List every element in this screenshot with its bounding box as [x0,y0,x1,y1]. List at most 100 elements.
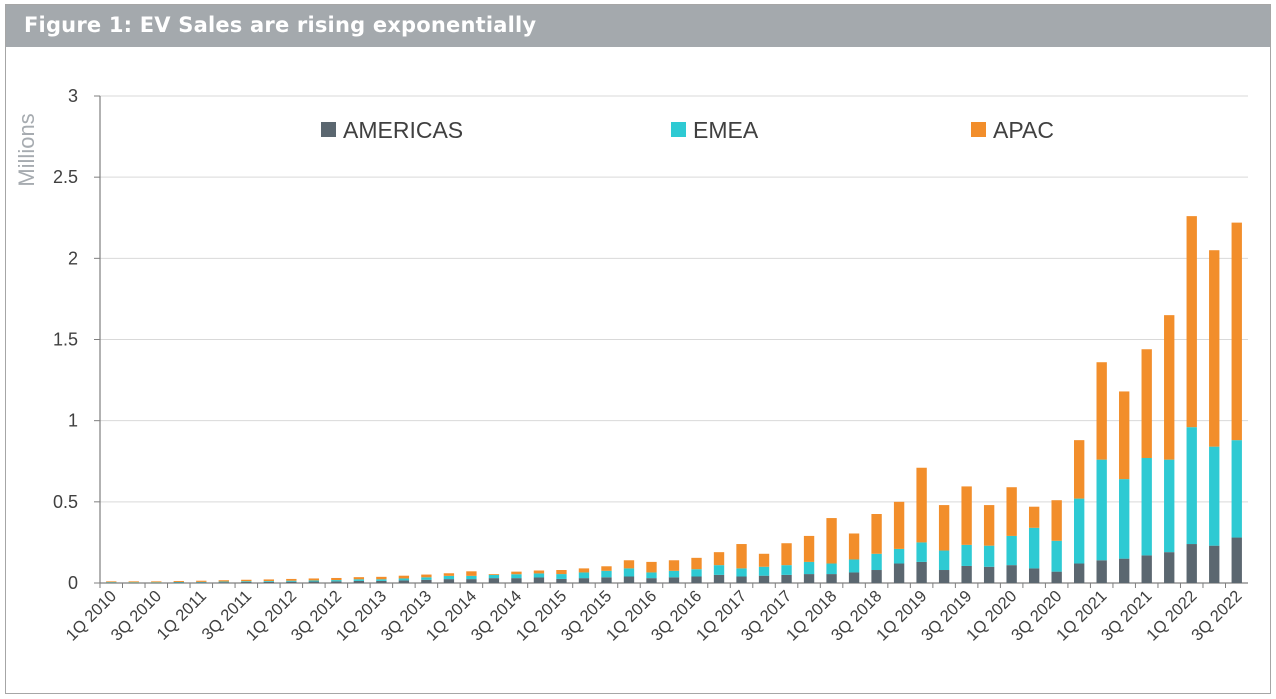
bar-segment-americas [803,574,815,583]
bar-segment-americas [128,582,139,584]
legend-label-americas: AMERICAS [343,117,463,143]
bar-segment-apac [1006,487,1017,536]
bar-segment-americas [1164,552,1175,583]
bar-segment-emea [781,565,792,575]
bar-segment-americas [106,582,117,584]
bar-segment-apac [151,581,162,583]
bar-segment-emea [983,545,995,567]
bar-segment-emea [196,581,207,583]
bar-segment-americas [1096,560,1107,583]
bar-segment-apac [848,533,860,560]
bar-segment-apac [173,581,184,583]
bar-segment-emea [826,563,837,575]
bar-segment-emea [376,579,387,581]
bar-segment-apac [218,580,229,582]
bar-segment-apac [556,570,567,575]
bar-segment-emea [1119,479,1130,559]
bar-segment-apac [533,570,545,574]
bar-segment-emea [488,574,500,579]
bar-segment-apac [106,581,117,583]
bar-segment-apac [871,514,882,554]
bar-segment-americas [196,582,207,583]
bar-segment-emea [916,542,927,562]
bar-segment-apac [1119,391,1130,480]
bar-segment-americas [151,582,162,584]
bar-segment-apac [1073,440,1085,499]
bar-segment-americas [1028,568,1040,583]
bar-segment-emea [286,580,297,582]
legend-label-apac: APAC [993,117,1054,143]
bar-segment-americas [1073,563,1085,583]
bar-segment-apac [736,544,747,569]
bar-segment-apac [713,552,725,566]
y-tick-label: 0.5 [53,492,78,512]
bar-segment-emea [646,572,657,579]
bar-segment-emea [961,544,972,566]
bar-segment-apac [1096,362,1107,460]
bar-segment-americas [1006,565,1017,583]
legend-swatch-apac [971,122,986,137]
bar-segment-americas [713,574,725,583]
bar-segment-emea [106,582,117,583]
bar-segment-americas [646,578,657,583]
bar-segment-emea [128,582,139,583]
bar-segment-americas [421,579,432,583]
bar-segment-emea [1073,498,1085,564]
bar-segment-americas [893,563,905,583]
bar-segment-apac [668,560,680,571]
bar-segment-americas [758,575,770,583]
bar-segment-apac [916,467,927,543]
bar-segment-americas [1186,544,1197,583]
bar-segment-apac [443,573,455,576]
bar-segment-apac [578,568,590,573]
bar-segment-apac [128,581,139,583]
bar-segment-americas [488,578,500,583]
bar-segment-apac [353,577,365,580]
bar-segment-americas [331,581,342,583]
bar-segment-apac [781,543,792,566]
bar-segment-apac [286,578,297,581]
bar-segment-apac [893,501,905,549]
bar-segment-americas [241,582,252,583]
bar-segment-emea [443,575,455,580]
bar-segment-americas [668,577,680,583]
bar-segment-apac [488,574,500,575]
bar-segment-apac [1186,216,1197,428]
bar-segment-emea [1231,440,1242,538]
bar-segment-americas [916,561,927,583]
bar-segment-emea [533,573,545,578]
bar-segment-emea [1096,459,1107,561]
bar-segment-americas [1141,555,1152,583]
bar-segment-americas [848,572,860,583]
bar-segment-emea [308,580,320,582]
bar-segment-emea [1051,540,1062,572]
bar-segment-emea [218,581,229,583]
bar-segment-americas [556,578,567,583]
bar-segment-emea [331,580,342,582]
bar-segment-americas [533,577,545,583]
bar-segment-emea [871,553,882,571]
bar-segment-americas [601,577,612,583]
bar-segment-apac [466,571,477,576]
bar-segment-emea [1209,446,1220,546]
bar-segment-americas [398,580,410,583]
bar-segment-apac [983,505,995,546]
bar-segment-apac [241,579,252,582]
y-tick-label: 3 [68,86,78,106]
bar-segment-americas [781,574,792,583]
bar-segment-americas [376,580,387,583]
bar-segment-emea [578,572,590,579]
bar-segment-apac [1051,500,1062,541]
bar-segment-apac [308,578,320,581]
figure-frame: Figure 1: EV Sales are rising exponentia… [5,4,1271,694]
bar-segment-emea [691,569,702,577]
y-tick-label: 2 [68,248,78,268]
bar-segment-americas [1051,571,1062,583]
bar-segment-apac [826,518,837,564]
bar-segment-emea [938,550,950,571]
bar-segment-americas [871,570,882,583]
bar-segment-apac [376,576,387,580]
bar-segment-apac [1209,250,1220,447]
legend-swatch-americas [321,122,336,137]
